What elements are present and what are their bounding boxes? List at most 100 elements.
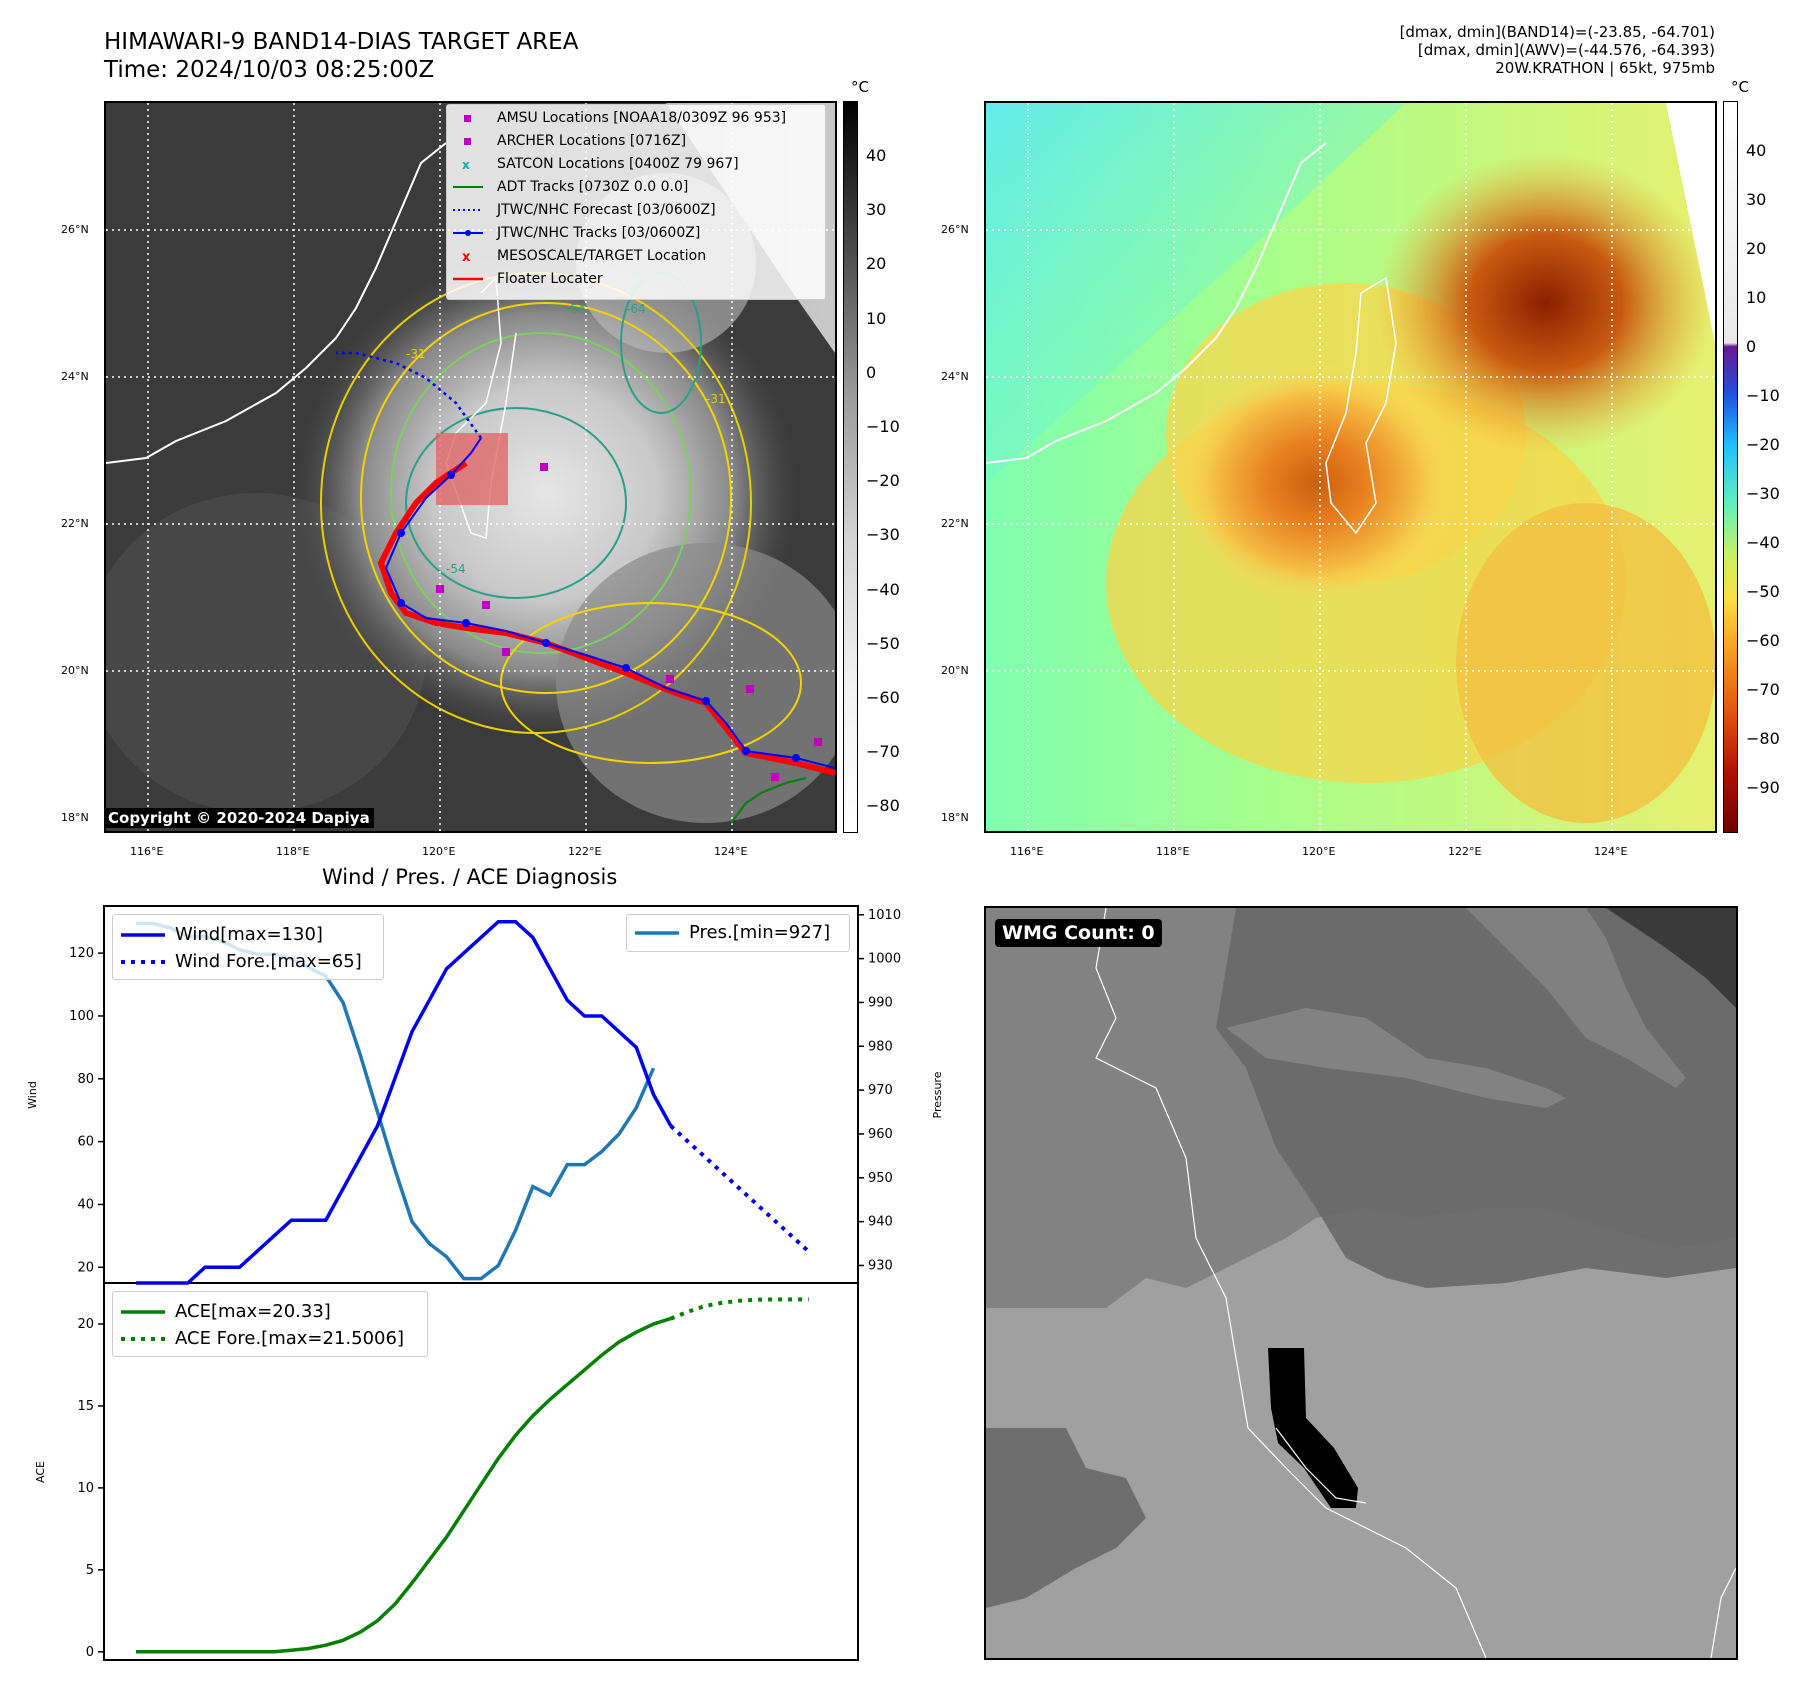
axis-tick-label: 5 (86, 1563, 94, 1578)
contour-green (390, 332, 692, 654)
svg-text:x: x (462, 158, 470, 172)
axis-tick-label: 0 (86, 1645, 94, 1660)
axis-tick-label: 120 (69, 946, 94, 961)
colorbar-tick: 10 (1746, 288, 1767, 307)
contour-label-1: -54 (446, 562, 466, 576)
floater-track (377, 460, 835, 776)
wmg-map (986, 908, 1736, 1658)
legend-floater: Floater Locater (497, 271, 603, 287)
pressure-legend: Pres.[min=927] (626, 914, 850, 952)
legend-pressure: Pres.[min=927] (689, 922, 831, 943)
axis-tick-label: 60 (77, 1135, 94, 1150)
colorbar-tick: −60 (1746, 631, 1780, 650)
wind-legend: Wind[max=130] Wind Fore.[max=65] (112, 914, 384, 980)
colorbar-tick: −40 (866, 579, 900, 599)
map-stats: [dmax, dmin](BAND14)=(-23.85, -64.701) [… (1400, 23, 1715, 77)
colorbar-tick: 0 (866, 362, 877, 382)
awv-gridlines (986, 103, 1715, 831)
wmg-count-label: WMG Count: 0 (995, 919, 1162, 947)
wind-ylabel: Wind (26, 1081, 39, 1109)
axis-tick-label: 970 (868, 1083, 893, 1098)
awv-lat-tick-26: 26°N (941, 223, 969, 236)
axis-tick-label: 20 (77, 1260, 94, 1275)
colorbar-tick: −30 (1746, 484, 1780, 503)
axis-tick-label: 1000 (868, 952, 901, 967)
title-line1: HIMAWARI-9 BAND14-DIAS TARGET AREA (104, 29, 579, 55)
legend-amsu: AMSU Locations [NOAA18/0309Z 96 953] (497, 110, 787, 126)
ace-forecast-series-line (670, 1297, 809, 1321)
lon-tick-120: 120°E (422, 845, 456, 858)
jtwc-track (384, 437, 835, 769)
ace-ylabel: ACE (34, 1461, 47, 1483)
colorbar-tick: −50 (1746, 582, 1780, 601)
colorbar-left (843, 101, 858, 833)
mesoscale-target-box (436, 433, 508, 505)
awv-lon-tick-118: 118°E (1156, 845, 1190, 858)
colorbar-tick: −50 (866, 633, 900, 653)
axis-tick-label: 40 (77, 1197, 94, 1212)
colorbar-tick: 20 (1746, 239, 1767, 258)
lat-tick-20: 20°N (61, 664, 89, 677)
axis-tick-label: 990 (868, 995, 893, 1010)
wmg-coastline-inner (1275, 1427, 1367, 1504)
amsu-points (436, 463, 822, 781)
awv-lat-tick-18: 18°N (941, 811, 969, 824)
axis-tick-label: 20 (77, 1317, 94, 1332)
legend-symbols: x x (453, 115, 483, 281)
axis-tick-label: 80 (77, 1072, 94, 1087)
awv-lat-tick-20: 20°N (941, 664, 969, 677)
legend-jtwc-forecast: JTWC/NHC Forecast [03/0600Z] (497, 202, 716, 218)
ace-y-ticks: 0 5 10 15 20 (77, 1317, 104, 1660)
lon-tick-124: 124°E (714, 845, 748, 858)
colorbar-tick: 30 (1746, 190, 1767, 209)
awv-lat-tick-24: 24°N (941, 370, 969, 383)
contour-label-2: -64 (626, 302, 646, 316)
awv-lon-tick-120: 120°E (1302, 845, 1336, 858)
svg-text:x: x (462, 250, 471, 265)
legend-archer: ARCHER Locations [0716Z] (497, 133, 687, 149)
wmg-coastline-east (1710, 1567, 1736, 1658)
lon-tick-116: 116°E (130, 845, 164, 858)
axis-tick-label: 100 (69, 1009, 94, 1024)
colorbar-tick: 30 (866, 200, 887, 220)
axis-tick-label: 930 (868, 1258, 893, 1273)
lon-tick-122: 122°E (568, 845, 602, 858)
wmg-panel (984, 906, 1738, 1660)
awv-lat-tick-22: 22°N (941, 517, 969, 530)
jtwc-forecast-track (336, 351, 483, 439)
legend-mesoscale: MESOSCALE/TARGET Location (497, 248, 707, 264)
colorbar-left-unit: °C (851, 78, 869, 96)
awv-china-coastline (986, 142, 1327, 464)
axis-tick-label: 1010 (868, 908, 901, 923)
wmg-black-cells (1268, 1348, 1358, 1508)
contour-teal (405, 407, 627, 599)
stats-line3: 20W.KRATHON | 65kt, 975mb (1495, 59, 1715, 77)
pressure-y-ticks: 930 940 950 960 970 980 990 1000 1010 (858, 908, 901, 1273)
colorbar-tick: −10 (1746, 386, 1780, 405)
colorbar-tick: 0 (1746, 337, 1757, 356)
colorbar-tick: 20 (866, 254, 887, 274)
lat-tick-24: 24°N (61, 370, 89, 383)
lat-tick-18: 18°N (61, 811, 89, 824)
wmg-darkest-corner (1606, 908, 1736, 1008)
awv-storm-core (1176, 363, 1456, 603)
contour-label-4: -31 (406, 347, 426, 361)
colorbar-tick: 10 (866, 308, 887, 328)
stats-line1: [dmax, dmin](BAND14)=(-23.85, -64.701) (1399, 23, 1715, 41)
colorbar-tick: −40 (1746, 533, 1780, 552)
jtwc-track-points (397, 471, 800, 762)
axis-tick-label: 960 (868, 1127, 893, 1142)
axis-tick-label: 10 (77, 1481, 94, 1496)
title-line2: Time: 2024/10/03 08:25:00Z (104, 57, 435, 83)
legend-ace: ACE[max=20.33] (175, 1301, 331, 1322)
colorbar-tick: −80 (866, 796, 900, 816)
colorbar-tick: −80 (1746, 729, 1780, 748)
wmg-dark-sw (986, 1428, 1146, 1608)
legend-satcon: SATCON Locations [0400Z 79 967] (497, 156, 739, 172)
awv-lon-tick-122: 122°E (1448, 845, 1482, 858)
axis-tick-label: 950 (868, 1171, 893, 1186)
china-coastline (106, 142, 447, 464)
contour-label-3: -54 (566, 302, 586, 316)
